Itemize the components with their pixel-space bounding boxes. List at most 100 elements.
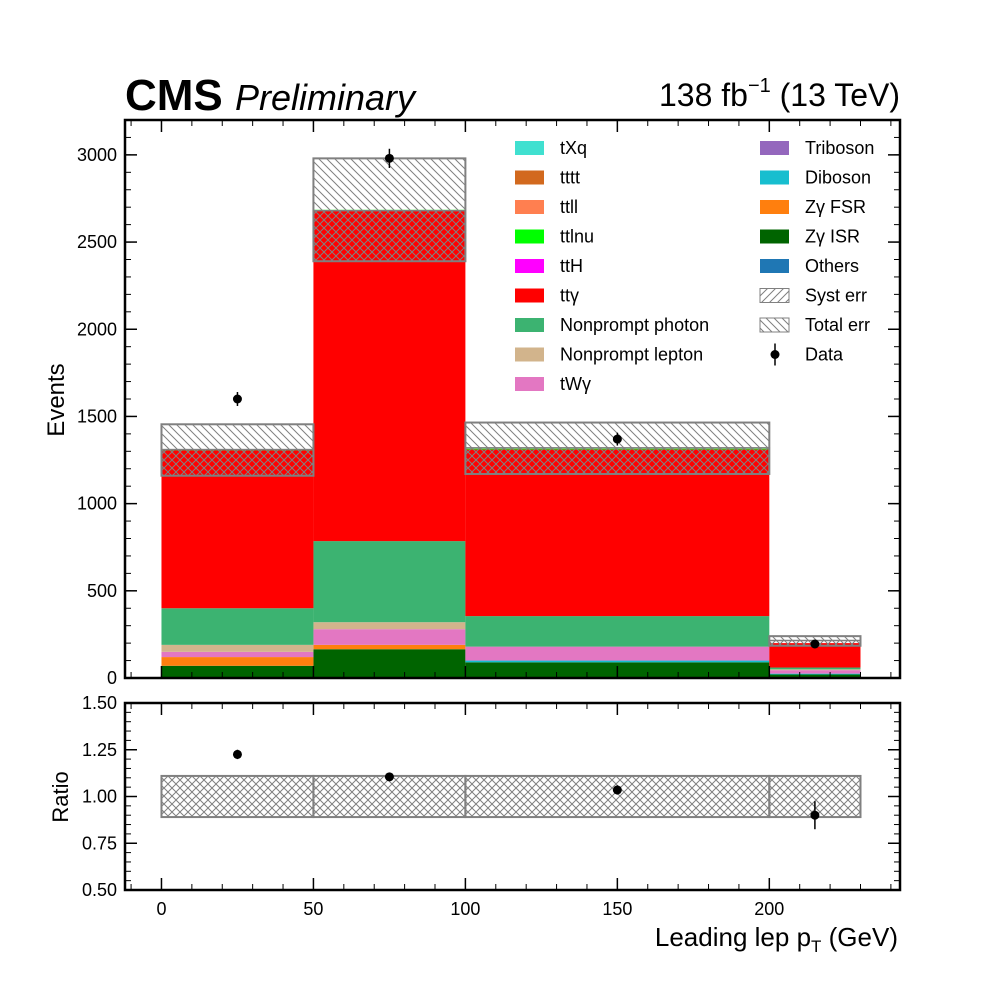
ratio-axes: 0 50 100 150 200 0.50 0.75 1.00 1.25 1.50	[82, 693, 900, 919]
legend-swatch-others	[760, 259, 789, 273]
legend-label-diboson: Diboson	[805, 168, 871, 188]
legend-label-others: Others	[805, 256, 859, 276]
main-data-points	[232, 148, 820, 649]
ratio-band-bin-0	[160, 774, 315, 819]
bar-nonprompt-photon-bin-1	[313, 541, 466, 623]
bar-ttgamma-bin-2	[465, 449, 770, 617]
legend-swatch-total-err	[759, 317, 790, 333]
bar-ttgamma-bin-1	[313, 210, 466, 542]
main-stack	[161, 209, 861, 678]
legend-swatch-tttt	[515, 170, 544, 185]
legend-label-ttll: ttll	[560, 197, 578, 217]
syst-err-band-bin-0	[160, 448, 315, 477]
preliminary-label: Preliminary	[235, 77, 417, 118]
x-axis-label-unit: (GeV)	[821, 922, 898, 952]
bar-nonprompt-photon-bin-3	[769, 667, 861, 670]
bar-nonprompt-photon-bin-2	[465, 616, 770, 647]
syst-err-band-bin-2	[464, 447, 771, 475]
bar-zgamma-isr-bin-0	[161, 665, 314, 678]
legend-swatch-twgamma	[515, 377, 544, 391]
legend-swatch-ttgamma	[515, 288, 544, 303]
bar-nonprompt-lepton-bin-0	[161, 644, 314, 652]
legend-swatch-zgamma-fsr	[760, 200, 789, 214]
legend-label-total-err: Total err	[805, 315, 870, 335]
main-y-tick-label: 500	[87, 581, 117, 601]
legend-label-syst-err: Syst err	[805, 286, 867, 306]
legend-label-nonprompt-photon: Nonprompt photon	[560, 315, 709, 335]
legend-label-ttgamma: ttγ	[560, 286, 579, 306]
legend-swatch-tth	[515, 259, 544, 273]
x-axis-label: Leading lep pT (GeV)	[655, 922, 898, 956]
cms-label: CMS	[125, 71, 223, 120]
main-y-tick-label: 1000	[77, 494, 117, 514]
legend-label-nonprompt-lepton: Nonprompt lepton	[560, 345, 703, 365]
ratio-y-tick-label: 1.50	[82, 693, 117, 713]
legend-label-zgamma-fsr: Zγ FSR	[805, 197, 866, 217]
ratio-y-tick-label: 1.25	[82, 740, 117, 760]
legend-entry-diboson: Diboson	[760, 168, 871, 188]
legend-entry-data: Data	[770, 343, 844, 366]
main-axes: 0 500 1000 1500 2000 2500 3000	[77, 119, 900, 688]
legend-entry-others: Others	[760, 256, 859, 276]
x-tick-label-200: 200	[754, 899, 784, 919]
bar-nonprompt-photon-bin-0	[161, 608, 314, 645]
bar-zgamma-fsr-bin-0	[161, 657, 314, 666]
ratio-point-2	[612, 785, 622, 795]
legend-entry-nonprompt-lepton: Nonprompt lepton	[515, 345, 703, 365]
legend-label-tttt: tttt	[560, 168, 580, 188]
legend-entry-twgamma: tWγ	[515, 374, 591, 394]
bar-zgamma-isr-bin-3	[769, 674, 861, 678]
bar-twgamma-bin-0	[161, 651, 314, 658]
legend-swatch-triboson	[760, 141, 789, 155]
legend-label-twgamma: tWγ	[560, 374, 591, 394]
legend-entry-syst-err: Syst err	[759, 286, 867, 306]
legend-swatch-diboson	[760, 170, 789, 185]
lumi-value: 138 fb	[659, 77, 748, 113]
legend-swatch-zgamma-isr	[760, 229, 789, 244]
data-point-0	[232, 394, 242, 404]
legend-entry-ttgamma: ttγ	[515, 286, 579, 306]
legend-entry-zgamma-fsr: Zγ FSR	[760, 197, 866, 217]
main-y-tick-label: 0	[107, 668, 117, 688]
bar-ttgamma-bin-0	[161, 450, 314, 609]
syst-err-band-bin-1	[312, 209, 467, 262]
bar-twgamma-bin-2	[465, 646, 770, 661]
legend-entry-ttlnu: ttlnu	[515, 227, 594, 247]
main-y-tick-label: 1500	[77, 406, 117, 426]
data-point-3	[810, 639, 820, 649]
legend-swatch-nonprompt-lepton	[515, 347, 544, 362]
lumi-label: 138 fb−1 (13 TeV)	[659, 75, 900, 113]
legend-entry-tttt: tttt	[515, 168, 580, 188]
x-tick-label-50: 50	[303, 899, 323, 919]
legend-entry-tth: ttH	[515, 256, 583, 276]
legend-entry-ttll: ttll	[515, 197, 578, 217]
legend-swatch-syst-err	[759, 288, 790, 303]
ratio-y-tick-label: 0.75	[82, 833, 117, 853]
bar-nonprompt-lepton-bin-3	[769, 669, 861, 671]
bar-twgamma-bin-1	[313, 629, 466, 645]
x-tick-label-150: 150	[602, 899, 632, 919]
bar-diboson-bin-2	[465, 660, 770, 663]
x-tick-label-0: 0	[156, 899, 166, 919]
x-axis-label-main: Leading lep p	[655, 922, 811, 952]
legend-label-tth: ttH	[560, 256, 583, 276]
legend-entry-triboson: Triboson	[760, 138, 874, 158]
main-y-tick-label: 3000	[77, 145, 117, 165]
legend-entry-total-err: Total err	[759, 315, 870, 335]
bar-zgamma-fsr-bin-1	[313, 644, 466, 650]
legend-label-txq: tXq	[560, 138, 587, 158]
legend-swatch-ttll	[515, 200, 544, 214]
legend-label-data: Data	[805, 345, 844, 365]
ratio-point-1	[384, 772, 394, 782]
ratio-point-3	[810, 810, 820, 820]
bar-twgamma-bin-3	[769, 670, 861, 674]
data-point-1	[384, 153, 394, 163]
bar-nonprompt-lepton-bin-1	[313, 622, 466, 630]
legend-label-zgamma-isr: Zγ ISR	[805, 227, 860, 247]
main-y-axis-label: Events	[43, 363, 70, 436]
legend-entry-txq: tXq	[515, 138, 587, 158]
main-y-tick-label: 2000	[77, 319, 117, 339]
ratio-band-bin-2	[464, 774, 771, 819]
lumi-exponent: −1	[748, 75, 771, 97]
